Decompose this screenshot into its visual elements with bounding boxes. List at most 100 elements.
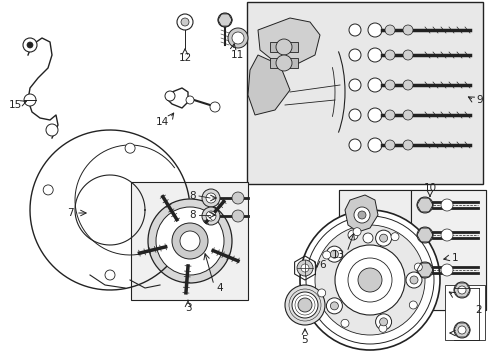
Circle shape bbox=[348, 109, 360, 121]
Circle shape bbox=[202, 207, 220, 225]
Circle shape bbox=[378, 324, 386, 332]
Circle shape bbox=[334, 245, 404, 315]
Circle shape bbox=[125, 143, 135, 153]
Circle shape bbox=[275, 55, 291, 71]
Circle shape bbox=[402, 50, 412, 60]
Text: 4: 4 bbox=[216, 283, 223, 293]
Circle shape bbox=[156, 207, 224, 275]
Circle shape bbox=[416, 197, 432, 213]
Circle shape bbox=[408, 301, 416, 309]
Circle shape bbox=[384, 25, 394, 35]
Circle shape bbox=[305, 216, 433, 344]
Circle shape bbox=[177, 14, 193, 30]
Circle shape bbox=[379, 234, 387, 242]
Circle shape bbox=[402, 25, 412, 35]
Circle shape bbox=[347, 230, 357, 240]
Text: 3: 3 bbox=[184, 303, 191, 313]
Text: 11: 11 bbox=[230, 50, 243, 60]
Circle shape bbox=[291, 292, 317, 318]
Circle shape bbox=[299, 210, 439, 350]
Circle shape bbox=[209, 102, 220, 112]
Text: 13: 13 bbox=[331, 250, 344, 260]
Circle shape bbox=[440, 199, 452, 211]
Circle shape bbox=[357, 268, 381, 292]
Text: 12: 12 bbox=[178, 53, 191, 63]
Circle shape bbox=[384, 80, 394, 90]
Circle shape bbox=[322, 251, 330, 259]
Circle shape bbox=[227, 28, 247, 48]
Bar bbox=[246, 2, 482, 184]
Circle shape bbox=[457, 286, 465, 294]
Text: 10: 10 bbox=[423, 183, 436, 193]
Circle shape bbox=[353, 207, 369, 223]
Circle shape bbox=[181, 18, 189, 26]
Circle shape bbox=[297, 298, 311, 312]
Circle shape bbox=[185, 96, 194, 104]
Circle shape bbox=[325, 246, 342, 262]
Circle shape bbox=[348, 79, 360, 91]
Circle shape bbox=[202, 189, 220, 207]
Circle shape bbox=[453, 282, 469, 298]
Circle shape bbox=[325, 298, 342, 314]
Circle shape bbox=[164, 91, 175, 101]
Circle shape bbox=[352, 228, 360, 236]
Polygon shape bbox=[345, 195, 377, 232]
Circle shape bbox=[402, 140, 412, 150]
Circle shape bbox=[384, 140, 394, 150]
Circle shape bbox=[375, 314, 391, 330]
Circle shape bbox=[180, 231, 200, 251]
Circle shape bbox=[330, 302, 338, 310]
Text: 14: 14 bbox=[155, 117, 168, 127]
Circle shape bbox=[367, 108, 381, 122]
Circle shape bbox=[457, 326, 465, 334]
Polygon shape bbox=[247, 55, 289, 115]
Circle shape bbox=[231, 210, 244, 222]
Circle shape bbox=[390, 233, 398, 241]
Circle shape bbox=[416, 262, 432, 278]
Text: 8: 8 bbox=[189, 191, 196, 201]
Polygon shape bbox=[258, 18, 319, 65]
Text: 1: 1 bbox=[451, 253, 457, 263]
Circle shape bbox=[416, 227, 432, 243]
Circle shape bbox=[409, 276, 417, 284]
Circle shape bbox=[384, 50, 394, 60]
Circle shape bbox=[347, 258, 391, 302]
Circle shape bbox=[384, 110, 394, 120]
Circle shape bbox=[23, 38, 37, 52]
Text: 7: 7 bbox=[66, 208, 73, 218]
Circle shape bbox=[218, 13, 231, 27]
Circle shape bbox=[348, 49, 360, 61]
Text: 6: 6 bbox=[319, 260, 325, 270]
Circle shape bbox=[148, 199, 231, 283]
Text: 8: 8 bbox=[189, 210, 196, 220]
Circle shape bbox=[367, 48, 381, 62]
Circle shape bbox=[440, 264, 452, 276]
Circle shape bbox=[172, 223, 207, 259]
Circle shape bbox=[205, 211, 216, 221]
Circle shape bbox=[375, 230, 391, 246]
Text: 15: 15 bbox=[8, 100, 21, 110]
Circle shape bbox=[405, 272, 421, 288]
Circle shape bbox=[367, 23, 381, 37]
Circle shape bbox=[275, 39, 291, 55]
Circle shape bbox=[367, 138, 381, 152]
Circle shape bbox=[440, 229, 452, 241]
Circle shape bbox=[301, 264, 308, 272]
Circle shape bbox=[317, 289, 325, 297]
Bar bbox=[444, 285, 484, 340]
Circle shape bbox=[314, 225, 424, 335]
Circle shape bbox=[27, 42, 33, 48]
Circle shape bbox=[362, 233, 372, 243]
Circle shape bbox=[379, 318, 387, 326]
Circle shape bbox=[348, 139, 360, 151]
Circle shape bbox=[231, 32, 244, 44]
Circle shape bbox=[402, 110, 412, 120]
Circle shape bbox=[46, 124, 58, 136]
Circle shape bbox=[330, 250, 338, 258]
Circle shape bbox=[105, 270, 115, 280]
Circle shape bbox=[340, 319, 348, 327]
Circle shape bbox=[402, 80, 412, 90]
Circle shape bbox=[285, 285, 325, 325]
Circle shape bbox=[367, 78, 381, 92]
Circle shape bbox=[205, 193, 216, 203]
